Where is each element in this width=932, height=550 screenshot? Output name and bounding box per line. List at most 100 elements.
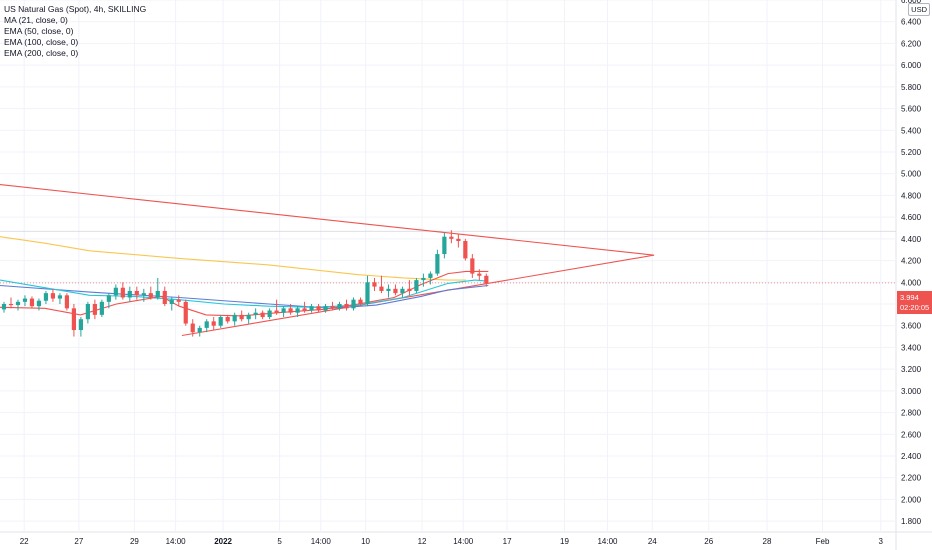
candle[interactable]: [414, 277, 419, 294]
candle[interactable]: [239, 310, 244, 322]
candle[interactable]: [260, 310, 265, 320]
candle[interactable]: [36, 298, 42, 311]
candle[interactable]: [15, 299, 21, 311]
candle[interactable]: [183, 299, 188, 326]
candle[interactable]: [134, 286, 139, 300]
candle[interactable]: [64, 293, 70, 311]
time-axis[interactable]: 22 27 29 14:00 2022 5 14:00 10 12 14:00 17 19 14:00 2…: [20, 537, 884, 546]
candle[interactable]: [176, 295, 181, 307]
candle[interactable]: [267, 308, 272, 320]
candle[interactable]: [358, 297, 363, 307]
candle[interactable]: [365, 275, 370, 307]
candle-body: [421, 277, 426, 281]
candle-body: [232, 314, 237, 322]
indicator-ema50-label[interactable]: EMA (50, close, 0): [4, 26, 74, 36]
candle[interactable]: [323, 304, 328, 313]
y-tick-label: 5.800: [901, 83, 922, 92]
candle[interactable]: [393, 284, 398, 296]
candle[interactable]: [106, 293, 111, 309]
candle[interactable]: [71, 304, 76, 337]
x-tick-label: 29: [130, 537, 139, 546]
chart-legend: US Natural Gas (Spot), 4h, SKILLING MA (…: [4, 4, 146, 59]
candle-body: [260, 312, 265, 318]
candle[interactable]: [148, 286, 153, 300]
indicator-ma21-label[interactable]: MA (21, close, 0): [4, 15, 68, 25]
candle[interactable]: [113, 284, 118, 300]
candle[interactable]: [22, 295, 28, 307]
x-tick-label: 10: [361, 537, 370, 546]
candle[interactable]: [386, 284, 391, 298]
candle[interactable]: [337, 301, 342, 311]
candle[interactable]: [344, 299, 349, 311]
candle[interactable]: [78, 317, 83, 337]
candle-body: [162, 290, 167, 304]
candle[interactable]: [330, 301, 335, 311]
candle[interactable]: [288, 304, 293, 315]
candle[interactable]: [400, 286, 405, 298]
candle-body: [463, 241, 468, 259]
candle-body: [141, 293, 146, 296]
candle[interactable]: [43, 290, 49, 304]
trendline-support[interactable]: [181, 254, 655, 337]
indicator-ema100-label[interactable]: EMA (100, close, 0): [4, 37, 79, 47]
candle[interactable]: [211, 317, 216, 331]
candle[interactable]: [218, 314, 223, 328]
candle[interactable]: [484, 273, 489, 287]
candle[interactable]: [99, 299, 104, 318]
symbol-title[interactable]: US Natural Gas (Spot), 4h, SKILLING: [4, 4, 147, 14]
indicator-ema200-label[interactable]: EMA (200, close, 0): [4, 48, 79, 58]
x-tick-label: 26: [704, 537, 713, 546]
candle[interactable]: [372, 277, 377, 291]
x-tick-label: 27: [74, 537, 83, 546]
candle[interactable]: [435, 249, 440, 276]
x-tick-label: 14:00: [597, 537, 618, 546]
trendline-resistance[interactable]: [0, 184, 655, 256]
trendlines[interactable]: [0, 184, 655, 337]
candle[interactable]: [316, 304, 321, 313]
candle-body: [372, 282, 377, 287]
candle[interactable]: [470, 254, 475, 278]
candle[interactable]: [29, 296, 35, 309]
candle[interactable]: [225, 314, 230, 324]
price-axis[interactable]: 1.800 2.000 2.200 2.400 2.600 2.800 3.000 3.200…: [901, 0, 922, 526]
candle[interactable]: [155, 277, 160, 300]
candle[interactable]: [50, 288, 56, 302]
candle[interactable]: [120, 282, 125, 300]
candle[interactable]: [295, 306, 300, 318]
candle[interactable]: [449, 230, 454, 244]
candle[interactable]: [190, 319, 195, 337]
candle[interactable]: [92, 299, 97, 320]
candlesticks[interactable]: [1, 230, 489, 337]
candle[interactable]: [463, 238, 468, 261]
candle[interactable]: [274, 299, 279, 315]
candle[interactable]: [197, 325, 202, 337]
candle[interactable]: [246, 312, 251, 324]
candle[interactable]: [141, 288, 146, 302]
candle[interactable]: [85, 301, 90, 324]
candle[interactable]: [442, 232, 447, 259]
candle[interactable]: [281, 306, 286, 318]
candle[interactable]: [379, 275, 384, 294]
candle[interactable]: [302, 301, 307, 313]
candle[interactable]: [169, 297, 174, 311]
candle[interactable]: [428, 271, 433, 285]
candle[interactable]: [456, 234, 461, 248]
candle[interactable]: [232, 312, 237, 326]
currency-badge[interactable]: USD: [908, 3, 930, 16]
candle[interactable]: [477, 269, 482, 281]
candle[interactable]: [204, 319, 209, 333]
candle[interactable]: [162, 286, 167, 307]
candle[interactable]: [407, 280, 412, 296]
candle[interactable]: [1, 301, 7, 313]
candle[interactable]: [127, 286, 132, 302]
candle[interactable]: [351, 297, 356, 311]
candle[interactable]: [309, 304, 314, 313]
candle[interactable]: [253, 308, 258, 320]
candle-body: [484, 275, 489, 284]
candle[interactable]: [421, 273, 426, 287]
candle[interactable]: [8, 297, 14, 309]
candle-body: [393, 288, 398, 294]
candle[interactable]: [57, 293, 63, 304]
